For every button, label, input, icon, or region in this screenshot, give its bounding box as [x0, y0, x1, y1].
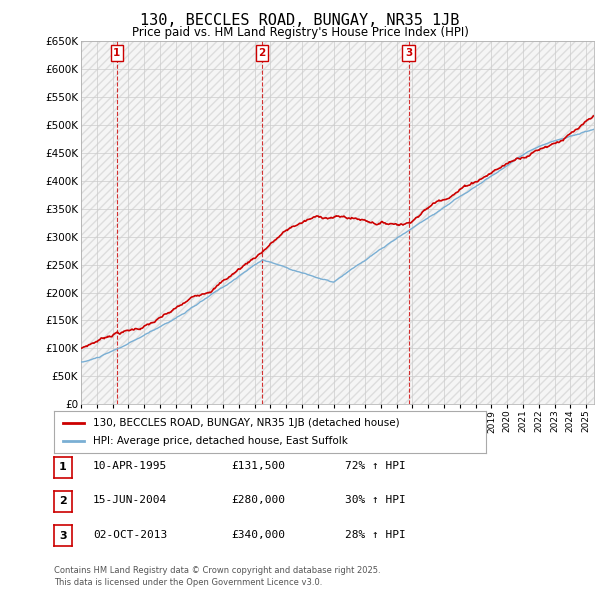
Text: 28% ↑ HPI: 28% ↑ HPI	[345, 530, 406, 539]
Text: £131,500: £131,500	[231, 461, 285, 471]
Text: Contains HM Land Registry data © Crown copyright and database right 2025.
This d: Contains HM Land Registry data © Crown c…	[54, 566, 380, 587]
Text: 3: 3	[59, 531, 67, 540]
Text: 1: 1	[59, 463, 67, 472]
Text: 2: 2	[59, 497, 67, 506]
Text: 2: 2	[258, 48, 266, 58]
Text: 72% ↑ HPI: 72% ↑ HPI	[345, 461, 406, 471]
Text: 130, BECCLES ROAD, BUNGAY, NR35 1JB (detached house): 130, BECCLES ROAD, BUNGAY, NR35 1JB (det…	[93, 418, 400, 428]
Text: 10-APR-1995: 10-APR-1995	[93, 461, 167, 471]
Text: Price paid vs. HM Land Registry's House Price Index (HPI): Price paid vs. HM Land Registry's House …	[131, 26, 469, 39]
Text: 130, BECCLES ROAD, BUNGAY, NR35 1JB: 130, BECCLES ROAD, BUNGAY, NR35 1JB	[140, 13, 460, 28]
Text: 1: 1	[113, 48, 121, 58]
Text: 3: 3	[405, 48, 412, 58]
Text: 02-OCT-2013: 02-OCT-2013	[93, 530, 167, 539]
Text: 30% ↑ HPI: 30% ↑ HPI	[345, 496, 406, 505]
Text: £340,000: £340,000	[231, 530, 285, 539]
Text: £280,000: £280,000	[231, 496, 285, 505]
Text: 15-JUN-2004: 15-JUN-2004	[93, 496, 167, 505]
Text: HPI: Average price, detached house, East Suffolk: HPI: Average price, detached house, East…	[93, 436, 348, 446]
